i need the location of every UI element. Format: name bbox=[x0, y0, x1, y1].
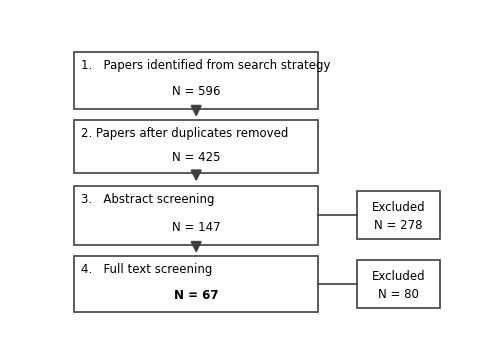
Text: Excluded: Excluded bbox=[372, 201, 426, 214]
Text: 2. Papers after duplicates removed: 2. Papers after duplicates removed bbox=[81, 127, 288, 140]
Bar bbox=[357, 191, 440, 240]
Text: N = 425: N = 425 bbox=[172, 151, 220, 164]
Bar bbox=[74, 186, 318, 245]
Bar bbox=[74, 120, 318, 174]
Text: N = 278: N = 278 bbox=[374, 220, 423, 232]
Text: N = 80: N = 80 bbox=[378, 288, 419, 301]
Bar bbox=[74, 52, 318, 109]
Text: N = 596: N = 596 bbox=[172, 85, 220, 99]
Text: N = 147: N = 147 bbox=[172, 221, 220, 233]
Text: Excluded: Excluded bbox=[372, 270, 426, 283]
Text: 3.   Abstract screening: 3. Abstract screening bbox=[81, 193, 214, 206]
Bar bbox=[74, 256, 318, 312]
Bar bbox=[357, 260, 440, 308]
Text: 4.   Full text screening: 4. Full text screening bbox=[81, 263, 212, 276]
Text: 1.   Papers identified from search strategy: 1. Papers identified from search strateg… bbox=[81, 59, 330, 72]
Text: N = 67: N = 67 bbox=[174, 289, 218, 302]
